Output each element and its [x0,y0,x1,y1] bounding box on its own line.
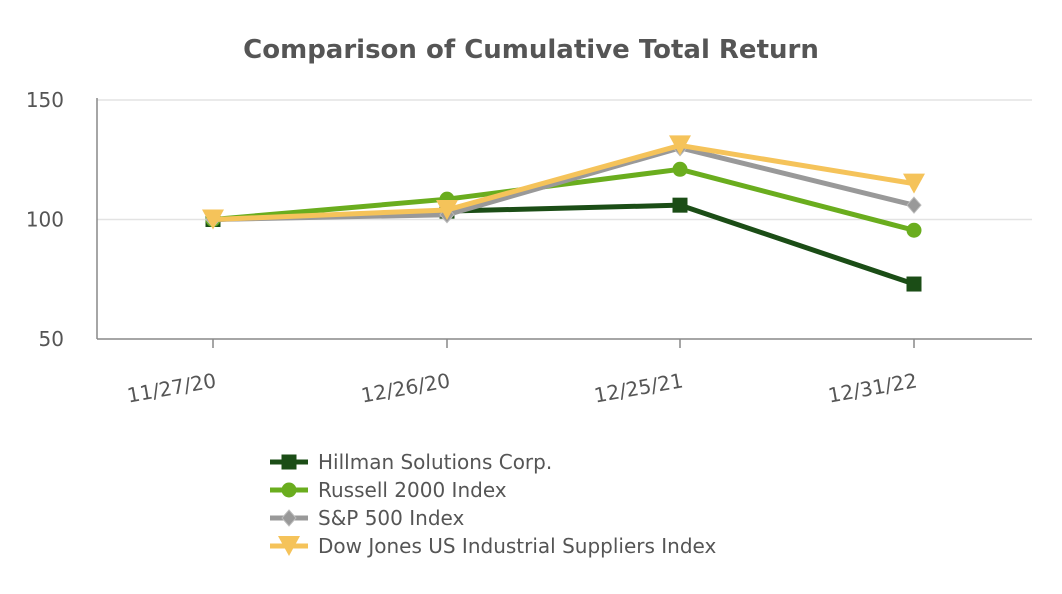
data-point [906,196,922,214]
legend-label: Hillman Solutions Corp. [318,450,552,474]
legend-marker [281,509,297,527]
y-axis-ticks: 50 100 150 [26,88,64,351]
x-tick-label: 12/25/21 [592,368,685,407]
legend-item: Hillman Solutions Corp. [270,450,552,474]
legend-marker [278,536,300,556]
y-tick-label: 50 [39,327,64,351]
series-3 [202,135,925,230]
legend-item: Dow Jones US Industrial Suppliers Index [270,534,716,558]
chart-title: Comparison of Cumulative Total Return [243,35,819,65]
data-point [436,199,458,220]
data-point [669,135,691,156]
legend-item: S&P 500 Index [270,506,464,530]
data-point [906,222,922,238]
data-point [672,197,688,213]
legend: Hillman Solutions Corp. Russell 2000 Inde… [270,450,716,558]
axes [96,98,1032,340]
y-tick-label: 100 [26,208,64,232]
data-point [202,209,224,230]
legend-marker [281,454,297,470]
x-tick-label: 12/31/22 [826,368,919,407]
x-tick-label: 12/26/20 [359,368,452,407]
legend-label: Russell 2000 Index [318,478,507,502]
x-tick-label: 11/27/20 [125,368,218,407]
x-axis-ticks: 11/27/20 12/26/20 12/25/21 12/31/22 [125,339,919,408]
series-line [210,166,917,233]
series-line [210,142,917,222]
series-group [202,135,925,292]
legend-label: S&P 500 Index [318,506,464,530]
legend-label: Dow Jones US Industrial Suppliers Index [318,534,716,558]
data-point [906,276,922,292]
y-tick-label: 150 [26,88,64,112]
data-point [903,173,925,194]
legend-marker [281,482,297,498]
legend-item: Russell 2000 Index [270,478,507,502]
data-point [672,161,688,177]
series-1 [205,161,922,238]
